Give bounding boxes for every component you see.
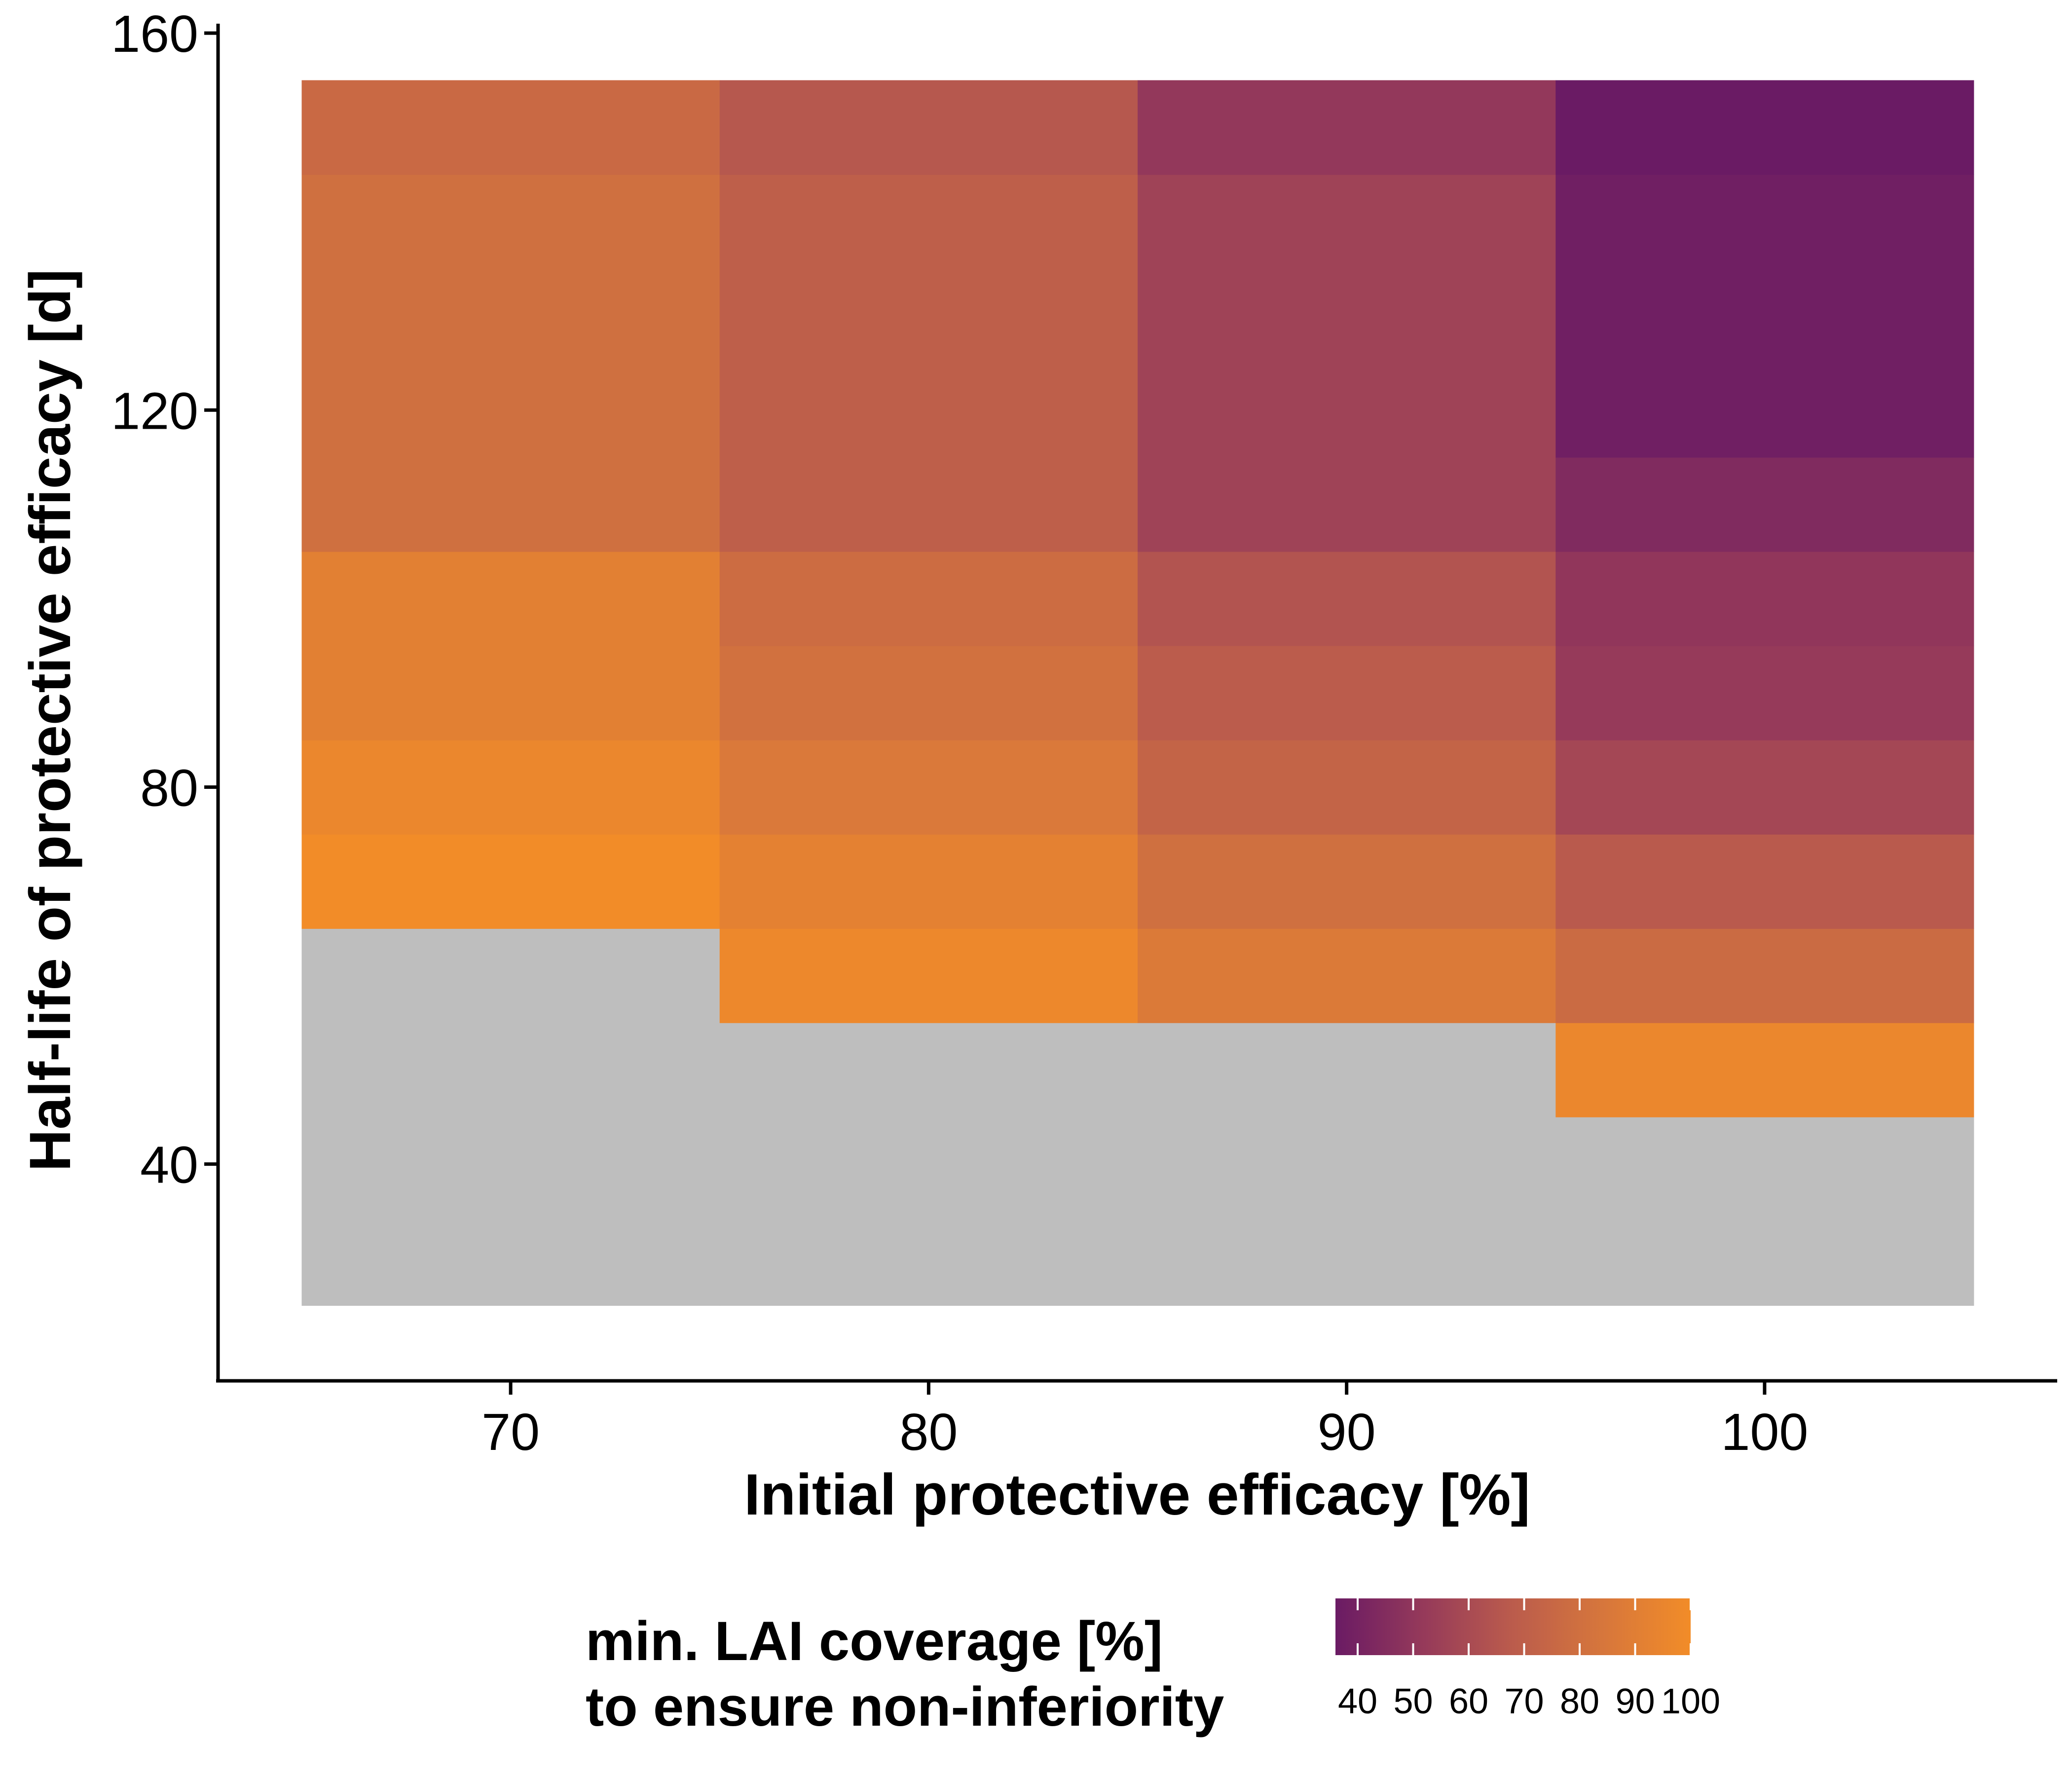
x-tick-label: 100 [1721, 1403, 1808, 1461]
heatmap-cell [1555, 1023, 1974, 1117]
heatmap-cell [1138, 1211, 1556, 1306]
heatmap-cell [1555, 740, 1974, 835]
heatmap-cell [301, 80, 720, 175]
legend-tick-label: 60 [1449, 1682, 1488, 1721]
heatmap-cell [1555, 645, 1974, 740]
heatmap-cell [301, 740, 720, 835]
heatmap-cell [719, 268, 1138, 364]
legend-tick-label: 40 [1338, 1682, 1377, 1721]
heatmap-cell [1555, 834, 1974, 929]
legend-tick-label: 90 [1615, 1682, 1655, 1721]
heatmap-cell [301, 1023, 720, 1117]
heatmap-cell [1138, 928, 1556, 1023]
heatmap-cell [719, 363, 1138, 458]
y-tick-label: 40 [140, 1136, 198, 1194]
heatmap-cell [719, 457, 1138, 552]
legend-tick-label: 100 [1661, 1682, 1720, 1721]
legend-tick-label: 80 [1560, 1682, 1599, 1721]
heatmap-cell [719, 551, 1138, 646]
heatmap-cell [719, 1117, 1138, 1212]
heatmap-cell [301, 645, 720, 740]
heatmap-cell [1555, 928, 1974, 1023]
heatmap-cell [301, 268, 720, 364]
x-tick-label: 70 [481, 1403, 540, 1461]
heatmap-cell [719, 740, 1138, 835]
heatmap-cells [301, 80, 1974, 1306]
legend-ticks: 40 50 60 70 80 90 100 [1338, 1598, 1720, 1721]
x-axis-title: Initial protective efficacy [%] [744, 1462, 1530, 1527]
heatmap-cell [1555, 80, 1974, 175]
y-axis-title: Half-life of protective efficacy [d] [18, 269, 83, 1171]
heatmap-cell [719, 80, 1138, 175]
heatmap-cell [1555, 1117, 1974, 1212]
heatmap-cell [719, 928, 1138, 1023]
heatmap-cell [1138, 834, 1556, 929]
heatmap-cell [1555, 268, 1974, 364]
heatmap-cell [301, 928, 720, 1023]
y-ticks: 40 80 120 160 [111, 5, 218, 1194]
heatmap-cell [719, 1023, 1138, 1117]
heatmap-cell [1138, 80, 1556, 175]
heatmap-cell [1555, 551, 1974, 646]
x-ticks: 70 80 90 100 [481, 1381, 1808, 1461]
heatmap-cell [1555, 1211, 1974, 1306]
heatmap-cell [719, 645, 1138, 740]
heatmap-cell [1138, 551, 1556, 646]
heatmap-cell [301, 834, 720, 929]
heatmap-cell [1138, 645, 1556, 740]
heatmap-cell [1138, 740, 1556, 835]
legend-tick-label: 50 [1393, 1682, 1433, 1721]
heatmap-cell [301, 457, 720, 552]
x-tick-label: 90 [1318, 1403, 1376, 1461]
heatmap-cell [1138, 174, 1556, 269]
heatmap-cell [301, 1117, 720, 1212]
heatmap-cell [301, 363, 720, 458]
y-tick-label: 120 [111, 382, 198, 440]
heatmap-cell [1555, 457, 1974, 552]
legend-tick-label: 70 [1504, 1682, 1544, 1721]
y-tick-label: 160 [111, 5, 198, 63]
legend-title-line2: to ensure non-inferiority [586, 1676, 1224, 1738]
x-tick-label: 80 [899, 1403, 958, 1461]
axes [216, 24, 2057, 1383]
heatmap-cell [719, 834, 1138, 929]
legend-colorbar [1335, 1598, 1691, 1655]
heatmap-cell [1138, 1117, 1556, 1212]
heatmap-cell [1138, 363, 1556, 458]
heatmap-cell [1555, 174, 1974, 269]
heatmap-cell [301, 551, 720, 646]
legend-title-line1: min. LAI coverage [%] [586, 1610, 1163, 1672]
heatmap-cell [1555, 363, 1974, 458]
heatmap-cell [719, 1211, 1138, 1306]
heatmap-cell [1138, 268, 1556, 364]
heatmap-cell [1138, 1023, 1556, 1117]
heatmap-cell [719, 174, 1138, 269]
heatmap-cell [301, 174, 720, 269]
heatmap-cell [1138, 457, 1556, 552]
color-legend: min. LAI coverage [%] to ensure non-infe… [586, 1598, 1720, 1738]
y-tick-label: 80 [140, 759, 198, 817]
heatmap-cell [301, 1211, 720, 1306]
